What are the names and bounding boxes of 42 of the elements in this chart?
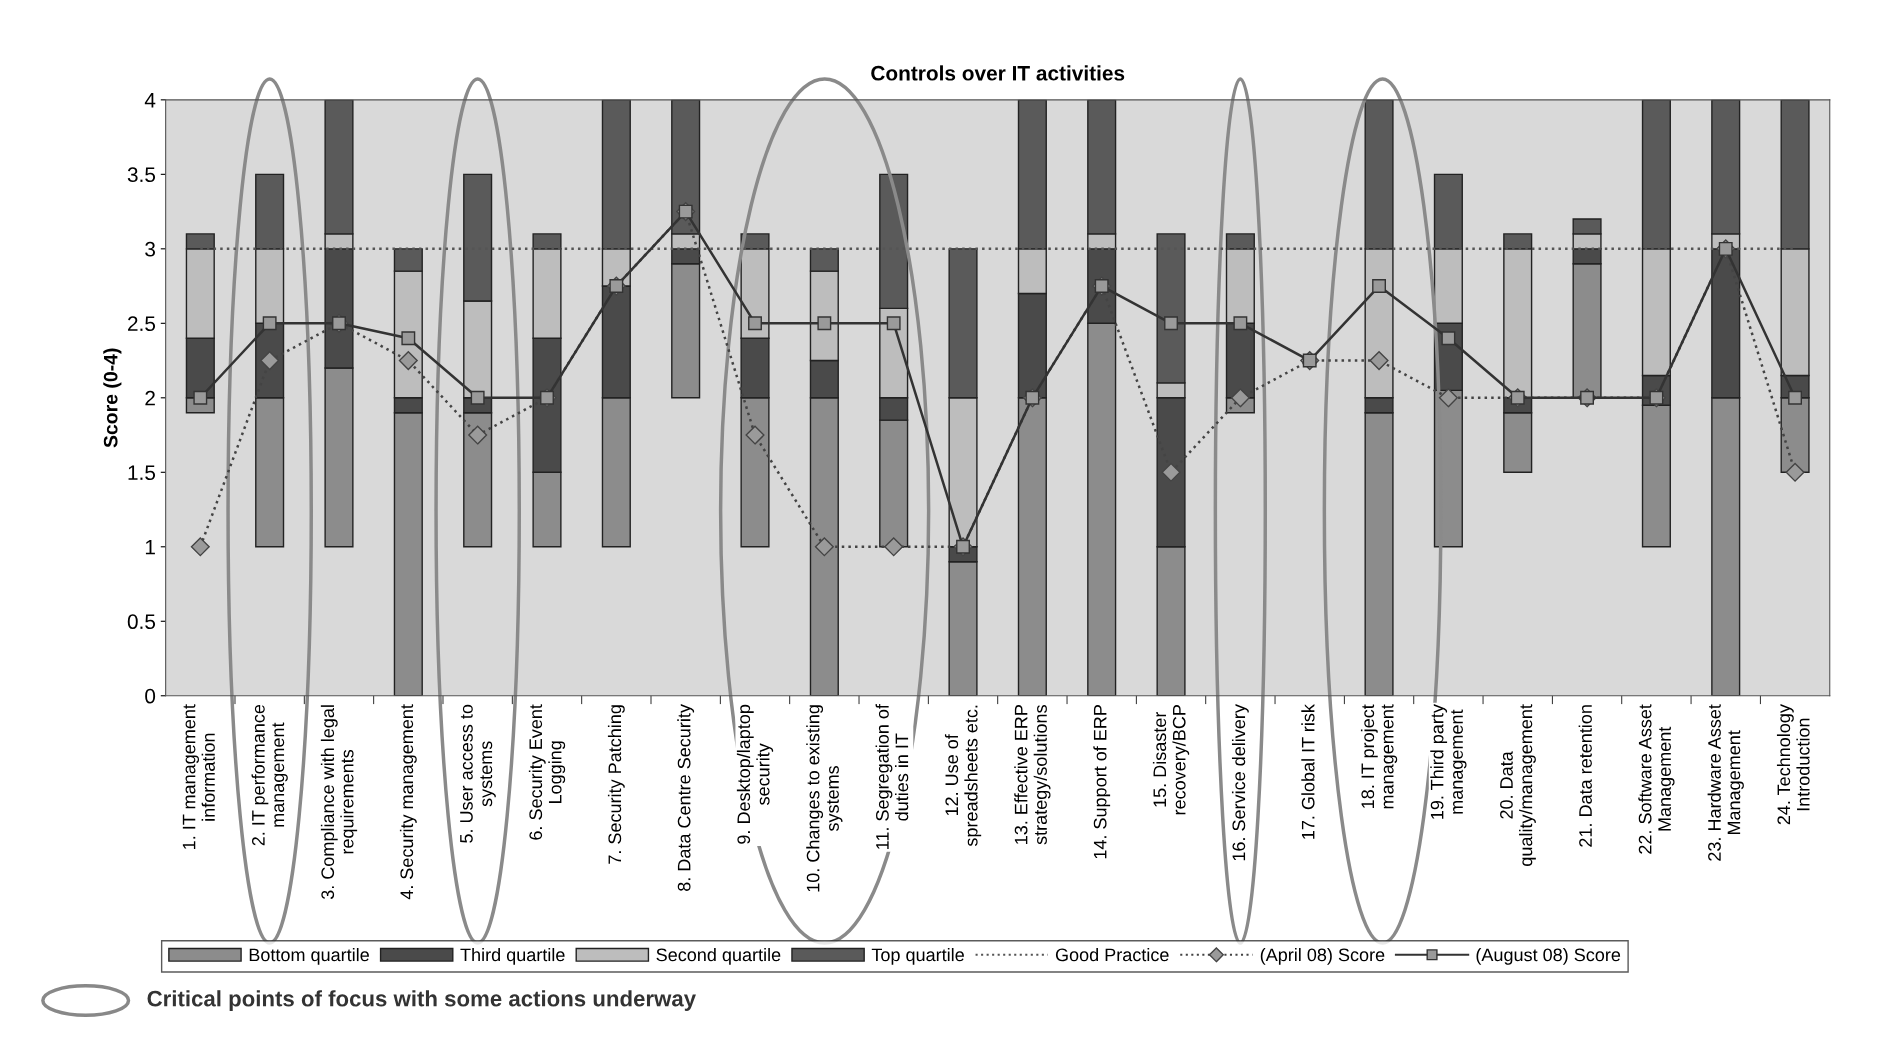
x-tick-label: 12. Use of spreadsheets etc. xyxy=(944,705,982,847)
x-tick-label: 6. Security Event Logging xyxy=(528,704,566,840)
x-tick-label: 13. Effective ERP strategy/solutions xyxy=(1014,705,1051,845)
x-tick-label: 17. Global IT risk xyxy=(1301,704,1315,839)
x-tick-label: 14. Support of ERP xyxy=(1093,705,1111,859)
chart-title: Controls over IT activities xyxy=(871,65,1125,81)
x-tick-label: 18. IT project management xyxy=(1360,704,1398,809)
text: Critical points of focus with some actions underway xyxy=(147,990,696,1011)
x-tick-label: 9. Desktop/laptop security xyxy=(736,704,774,844)
y-axis-title: Score (0-4) xyxy=(103,348,122,448)
y-tick-label: 1 xyxy=(145,540,155,555)
x-tick-label: 5. User access to systems xyxy=(460,704,496,843)
legend-label: Top quartile xyxy=(871,947,964,965)
y-tick-label: 3 xyxy=(145,241,156,257)
y-tick-label: 1.5 xyxy=(128,465,156,481)
legend-label: Bottom quartile xyxy=(249,947,369,965)
x-tick-label: 22. Software Asset Management xyxy=(1638,704,1675,854)
y-tick-label: 2.5 xyxy=(128,316,156,332)
legend-label: (August 08) Score xyxy=(1476,947,1621,965)
x-tick-label: 1. IT management information xyxy=(182,704,215,849)
y-tick-label: 4 xyxy=(144,93,156,108)
x-tick-label: 3. Compliance with legal requirements xyxy=(320,705,358,900)
x-tick-label: 4. Security management xyxy=(399,704,417,900)
legend-label: Good Practice xyxy=(1055,947,1169,962)
x-tick-label: 23. Hardware Asset Management xyxy=(1707,704,1744,861)
y-tick-label: 0.5 xyxy=(127,614,156,630)
x-tick-label: 10. Changes to existing systems xyxy=(806,705,843,892)
x-tick-label: 8. Data Centre Security xyxy=(677,704,695,891)
legend-label: Third quartile xyxy=(460,947,565,965)
y-tick-label: 3.5 xyxy=(127,167,156,183)
legend-label: (April 08) Score xyxy=(1260,947,1385,965)
y-tick-label: 2 xyxy=(145,390,155,406)
x-tick-label: 7. Security Patching xyxy=(607,705,625,864)
x-tick-label: 2. IT performance management xyxy=(251,704,288,846)
x-tick-label: 21. Data retention xyxy=(1578,705,1592,847)
x-tick-label: 19. Third party management xyxy=(1430,704,1467,819)
x-tick-label: 24. Technology Introduction xyxy=(1776,704,1810,825)
x-tick-label: 20. Data quality/management xyxy=(1500,704,1536,866)
legend-label: Second quartile xyxy=(656,947,781,965)
x-tick-label: 16. Service delivery xyxy=(1231,704,1249,861)
x-tick-label: 15. Disaster recovery/BCP xyxy=(1152,705,1190,815)
y-tick-label: 0 xyxy=(145,688,156,704)
